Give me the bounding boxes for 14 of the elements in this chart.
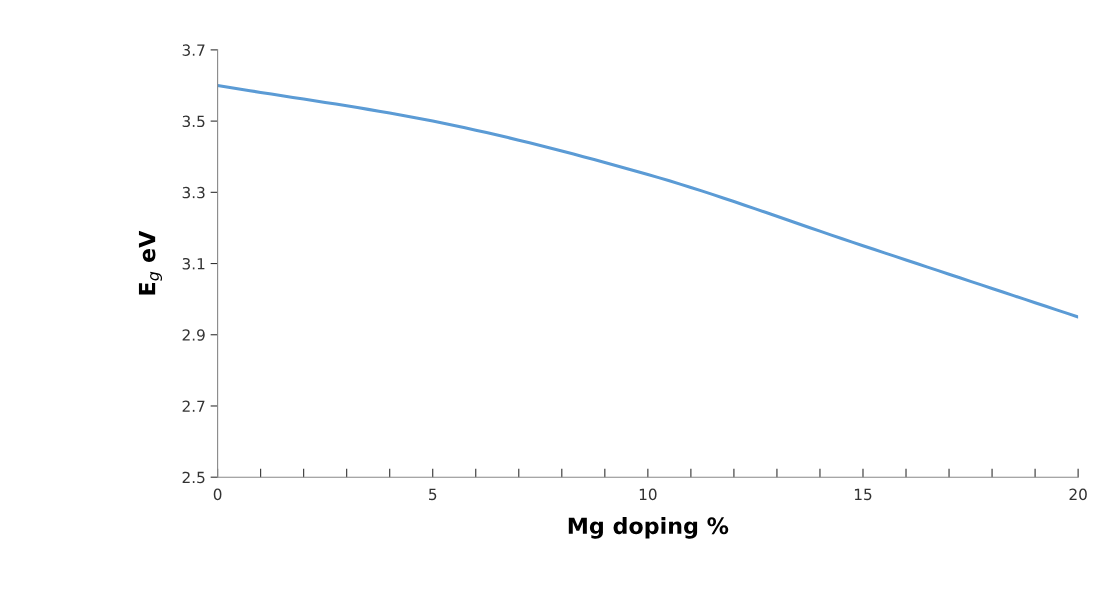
x-tick-label: 5 bbox=[429, 488, 437, 501]
y-tick-label: 3.5 bbox=[182, 115, 205, 128]
x-tick-label: 10 bbox=[639, 488, 657, 501]
y-tick-label: 2.9 bbox=[182, 329, 205, 341]
x-tick-label: 20 bbox=[1069, 488, 1087, 501]
x-tick-label: 0 bbox=[213, 488, 222, 501]
y-tick-label: 3.1 bbox=[182, 258, 205, 270]
x-axis-title: Mg doping % bbox=[568, 516, 729, 539]
y-tick-label: 3.3 bbox=[182, 186, 205, 199]
y-tick-label: 2.7 bbox=[182, 400, 205, 412]
y-tick-label: 3.7 bbox=[182, 44, 205, 56]
x-tick-label: 15 bbox=[854, 488, 872, 501]
y-tick-label: 2.5 bbox=[182, 471, 205, 484]
y-axis-title: E$_{g}$ eV bbox=[138, 230, 163, 295]
